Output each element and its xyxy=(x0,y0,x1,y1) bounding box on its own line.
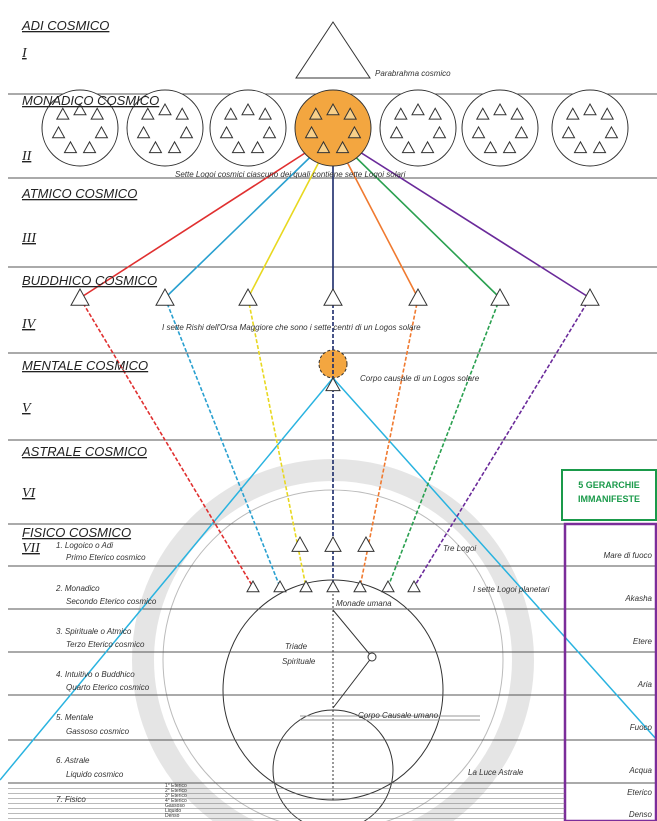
element-label: Etere xyxy=(633,637,653,646)
triangle xyxy=(409,289,427,305)
annotation: I sette Logoi planetari xyxy=(473,585,550,594)
subplane-name: 3. Spirituale o Atmico xyxy=(56,627,132,636)
subplane-name: 7. Fisico xyxy=(56,795,86,804)
subplane-name: 5. Mentale xyxy=(56,713,94,722)
subplane-sub: Gassoso cosmico xyxy=(66,727,130,736)
triangle xyxy=(327,581,339,592)
plane-numeral: VI xyxy=(22,486,37,501)
plane-name: MONADICO COSMICO xyxy=(22,93,159,108)
plane-numeral: VII xyxy=(22,541,41,556)
ray xyxy=(333,135,590,298)
plane-name: BUDDHICO COSMICO xyxy=(22,273,157,288)
plane-name: ASTRALE COSMICO xyxy=(21,444,147,459)
annotation: Triade xyxy=(285,642,308,651)
triangle xyxy=(324,289,342,305)
logos-circle xyxy=(552,90,628,166)
annotation: Spirituale xyxy=(282,657,316,666)
plane-name: MENTALE COSMICO xyxy=(22,358,148,373)
diagram: ADI COSMICO I MONADICO COSMICO II ATMICO COS… xyxy=(0,0,657,821)
plane-numeral: II xyxy=(21,149,33,164)
subplane-sub: Liquido cosmico xyxy=(66,770,124,779)
annotation: Monade umana xyxy=(336,599,392,608)
element-label: Denso xyxy=(629,810,653,819)
element-label: Fuoco xyxy=(630,723,653,732)
element-label: Acqua xyxy=(628,766,652,775)
box-title: 5 GERARCHIE xyxy=(578,480,640,490)
triangle xyxy=(581,289,599,305)
triangle xyxy=(247,581,259,592)
logos-circle xyxy=(295,90,371,166)
plane-name: FISICO COSMICO xyxy=(22,525,131,540)
plane-numeral: I xyxy=(21,46,28,61)
triangle xyxy=(292,537,308,551)
plane-name: ATMICO COSMICO xyxy=(21,186,137,201)
triangle xyxy=(239,289,257,305)
triangle xyxy=(274,581,286,592)
annotation: Corpo Causale umano xyxy=(358,711,439,720)
subplane-sub: Primo Eterico cosmico xyxy=(66,553,146,562)
fisico-level: Denso xyxy=(165,813,180,819)
logos-circle xyxy=(462,90,538,166)
plane-numeral: V xyxy=(22,401,32,416)
subplane-name: 4. Intuitivo o Buddhico xyxy=(56,670,135,679)
box-title: IMMANIFESTE xyxy=(578,494,640,504)
logos-circle xyxy=(380,90,456,166)
annotation: Sette Logoi cosmici ciascuno dei quali c… xyxy=(175,170,406,179)
subplane-name: 2. Monadico xyxy=(55,584,100,593)
element-label: Mare di fuoco xyxy=(604,551,653,560)
triangle xyxy=(325,537,341,551)
annotation: Parabrahma cosmico xyxy=(375,69,451,78)
triangle xyxy=(358,537,374,551)
element-label: Eterico xyxy=(627,788,652,797)
decoration xyxy=(0,22,657,821)
element-label: Aria xyxy=(637,680,653,689)
subplane-sub: Terzo Eterico cosmico xyxy=(66,640,145,649)
plane-name: ADI COSMICO xyxy=(21,18,109,33)
subplane-sub: Secondo Eterico cosmico xyxy=(66,597,157,606)
subplane-name: 1. Logoico o Adi xyxy=(56,541,113,550)
ray xyxy=(414,298,590,587)
annotation: I sette Rishi dell'Orsa Maggiore che son… xyxy=(162,323,421,332)
annotation: Tre Logoi xyxy=(443,544,476,553)
subplane-name: 6. Astrale xyxy=(56,756,90,765)
annotation: La Luce Astrale xyxy=(468,768,524,777)
element-label: Akasha xyxy=(624,594,652,603)
triangle xyxy=(408,581,420,592)
plane-numeral: III xyxy=(21,231,37,246)
triangle xyxy=(382,581,394,592)
logos-circle xyxy=(210,90,286,166)
triangle xyxy=(71,289,89,305)
annotation: Corpo causale di un Logos solare xyxy=(360,374,480,383)
plane-numeral: IV xyxy=(21,317,37,332)
subplane-sub: Quarto Eterico cosmico xyxy=(66,683,150,692)
